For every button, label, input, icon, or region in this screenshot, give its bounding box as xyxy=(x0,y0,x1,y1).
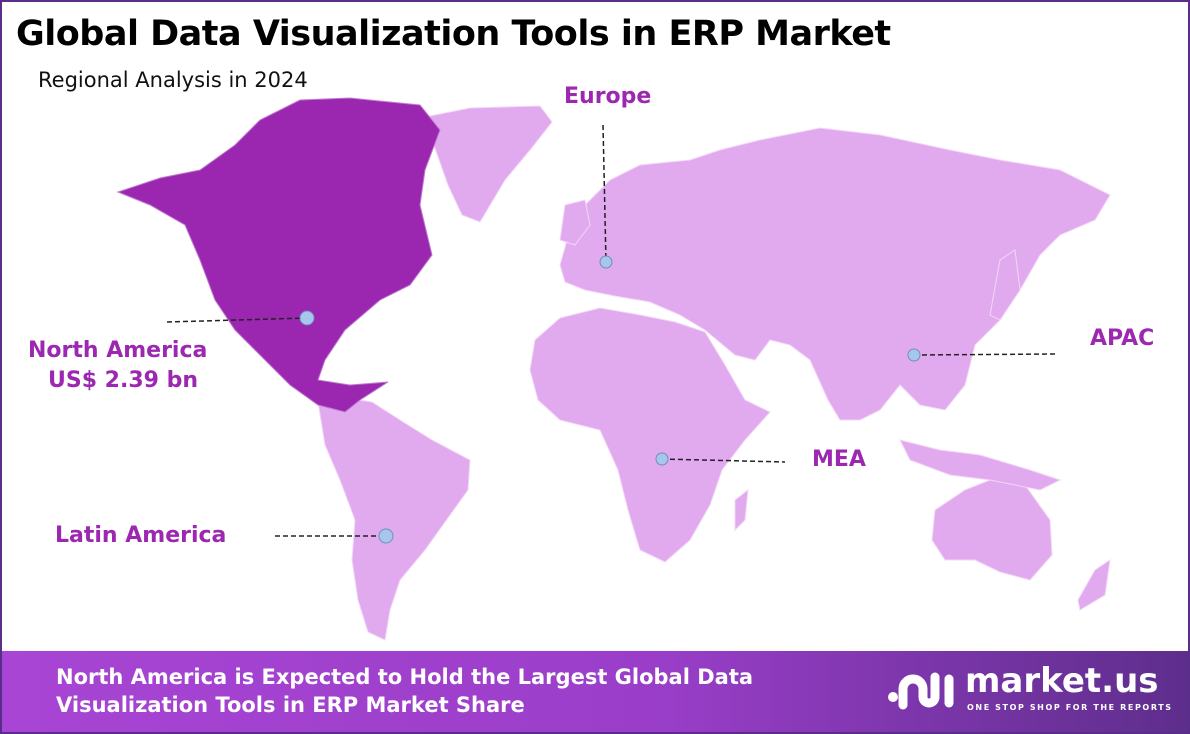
page-title: Global Data Visualization Tools in ERP M… xyxy=(16,14,891,54)
north-america-leader xyxy=(166,317,308,323)
north-america-label: North America xyxy=(28,338,208,363)
europe-label: Europe xyxy=(564,84,652,109)
logo-tagline: ONE STOP SHOP FOR THE REPORTS xyxy=(967,703,1173,712)
eurasia-shape xyxy=(559,127,1111,421)
japan xyxy=(989,249,1021,321)
iceland-uk xyxy=(559,199,591,246)
north-america-value: US$ 2.39 bn xyxy=(48,368,199,393)
indonesia xyxy=(899,439,1062,491)
page-subtitle: Regional Analysis in 2024 xyxy=(38,68,308,92)
australia-shape xyxy=(931,477,1053,581)
mea-leader xyxy=(661,458,786,463)
market-us-logo: market.us ONE STOP SHOP FOR THE REPORTS xyxy=(887,661,1171,715)
north-america-shape xyxy=(116,97,441,413)
latin-america-label: Latin America xyxy=(55,523,227,548)
footer-text: North America is Expected to Hold the La… xyxy=(56,663,753,719)
africa-shape xyxy=(529,307,771,563)
latin-america-shape xyxy=(317,397,471,641)
europe-leader xyxy=(602,124,607,263)
north-america-marker xyxy=(299,310,315,326)
logo-wordmark: market.us xyxy=(965,661,1159,701)
madagascar xyxy=(734,488,749,532)
apac-label: APAC xyxy=(1090,326,1155,351)
logo-icon xyxy=(888,672,954,710)
new-zealand xyxy=(1077,558,1111,611)
footer-banner: North America is Expected to Hold the La… xyxy=(2,651,1188,732)
footer-line-2: Visualization Tools in ERP Market Share xyxy=(56,693,525,717)
latin-america-marker xyxy=(378,528,394,544)
mea-label: MEA xyxy=(812,447,866,472)
greenland xyxy=(419,105,553,223)
footer-line-1: North America is Expected to Hold the La… xyxy=(56,665,754,689)
apac-marker xyxy=(907,348,921,362)
europe-marker xyxy=(599,255,613,269)
mea-marker xyxy=(655,452,669,466)
